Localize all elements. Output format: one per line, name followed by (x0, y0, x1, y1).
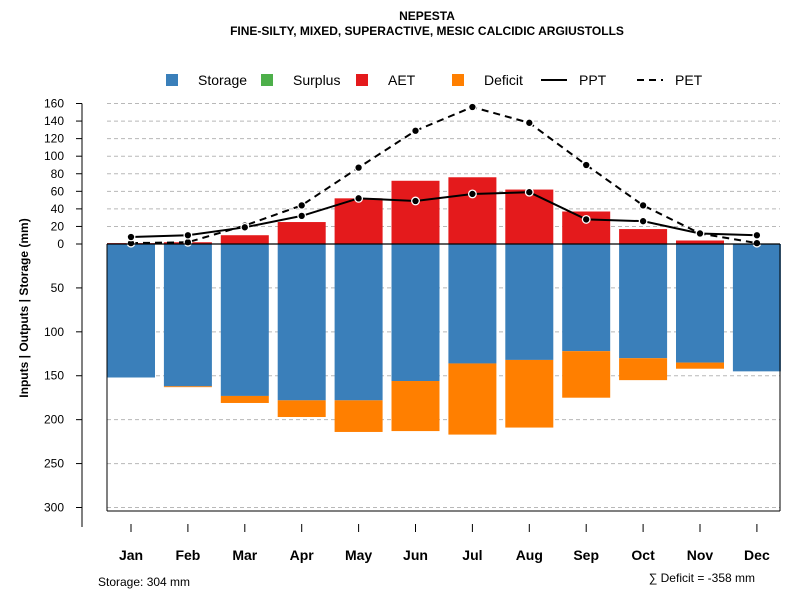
aet-bar (277, 222, 326, 244)
legend-label: Storage (198, 72, 247, 88)
x-tick-label: Sep (573, 547, 599, 563)
y-axis-label: Inputs | Outputs | Storage (mm) (17, 218, 31, 397)
ppt-point (752, 230, 762, 240)
x-tick-label: Aug (516, 547, 543, 563)
pet-point (297, 200, 307, 210)
deficit-bar (391, 381, 440, 432)
x-tick-label: Jun (403, 547, 428, 563)
y-tick-label: 250 (44, 457, 64, 471)
storage-bar (220, 244, 269, 396)
legend: Storage Surplus AET Deficit PPT PET (166, 72, 703, 88)
storage-bar (391, 244, 440, 382)
legend-label: PPT (579, 72, 607, 88)
x-tick-label: Feb (175, 547, 200, 563)
legend-label: PET (675, 72, 703, 88)
aet-bar (334, 198, 383, 244)
aet-bar (220, 235, 269, 244)
deficit-bar (163, 386, 212, 388)
deficit-bar (676, 362, 724, 369)
series-lines (126, 102, 762, 248)
aet-bar (505, 189, 554, 244)
ppt-point (467, 189, 477, 199)
y-tick-label: 160 (44, 97, 64, 111)
bars (107, 177, 781, 435)
storage-bar (562, 244, 611, 352)
y-tick-label: 200 (44, 413, 64, 427)
y-tick-label: 0 (57, 237, 64, 251)
legend-swatch-deficit (452, 74, 464, 86)
deficit-total-label: ∑ Deficit = -358 mm (649, 571, 755, 585)
y-tick-label: 20 (51, 219, 65, 233)
storage-bar (448, 244, 497, 364)
storage-bar (163, 244, 212, 387)
storage-bar (277, 244, 326, 401)
storage-bar (334, 244, 383, 401)
legend-label: Surplus (293, 72, 340, 88)
y-tick-label: 80 (51, 167, 65, 181)
pet-point (638, 200, 648, 210)
legend-swatch-aet (356, 74, 368, 86)
y-tick-label: 100 (44, 325, 64, 339)
ppt-line (130, 191, 757, 238)
ppt-point (524, 187, 534, 197)
x-tick-label: Jan (119, 547, 143, 563)
ppt-point (183, 230, 193, 240)
legend-label: AET (388, 72, 416, 88)
x-tick-label: Mar (232, 547, 257, 563)
storage-bar (107, 244, 155, 378)
y-tick-label: 120 (44, 132, 64, 146)
ppt-point (126, 232, 136, 242)
pet-point (524, 118, 534, 128)
y-tick-label: 300 (44, 500, 64, 514)
y-tick-label: 40 (51, 202, 65, 216)
ppt-point (638, 216, 648, 226)
deficit-bar (562, 351, 611, 398)
pet-point (581, 160, 591, 170)
aet-bar (676, 240, 724, 244)
x-tick-label: May (345, 547, 372, 563)
x-tick-label: Nov (687, 547, 714, 563)
pet-line (130, 105, 758, 245)
deficit-bar (334, 400, 383, 432)
legend-swatch-surplus (261, 74, 273, 86)
axes: 16014012010080604020050100150200250300Ja… (44, 97, 781, 563)
pet-point (467, 102, 477, 112)
ppt-point (297, 211, 307, 221)
y-tick-label: 50 (51, 281, 65, 295)
deficit-bar (448, 363, 497, 435)
y-tick-label: 150 (44, 369, 64, 383)
legend-label: Deficit (484, 72, 523, 88)
chart-title: NEPESTA (399, 9, 455, 23)
chart-subtitle: FINE-SILTY, MIXED, SUPERACTIVE, MESIC CA… (230, 24, 624, 38)
x-tick-label: Dec (744, 547, 770, 563)
ppt-point (354, 193, 364, 203)
aet-bar (448, 177, 497, 244)
storage-bar (732, 244, 781, 372)
aet-bar (391, 180, 440, 244)
storage-bar (505, 244, 554, 360)
storage-bar (676, 244, 724, 363)
deficit-bar (220, 395, 269, 403)
y-tick-label: 100 (44, 149, 64, 163)
deficit-bar (619, 358, 668, 381)
x-tick-label: Oct (631, 547, 655, 563)
x-tick-label: Apr (290, 547, 315, 563)
y-tick-label: 60 (51, 184, 65, 198)
y-tick-label: 140 (44, 114, 64, 128)
ppt-point (411, 196, 420, 206)
ppt-point (240, 222, 250, 232)
deficit-bar (505, 359, 554, 428)
x-tick-label: Jul (462, 547, 482, 563)
deficit-bar (277, 400, 326, 418)
pet-point (411, 126, 420, 136)
pet-point (354, 163, 364, 173)
ppt-point (581, 214, 591, 224)
storage-total-label: Storage: 304 mm (98, 575, 190, 589)
legend-swatch-storage (166, 74, 178, 86)
storage-bar (619, 244, 668, 359)
ppt-point (695, 229, 705, 238)
aet-bar (619, 229, 668, 244)
pet-point (752, 238, 762, 248)
